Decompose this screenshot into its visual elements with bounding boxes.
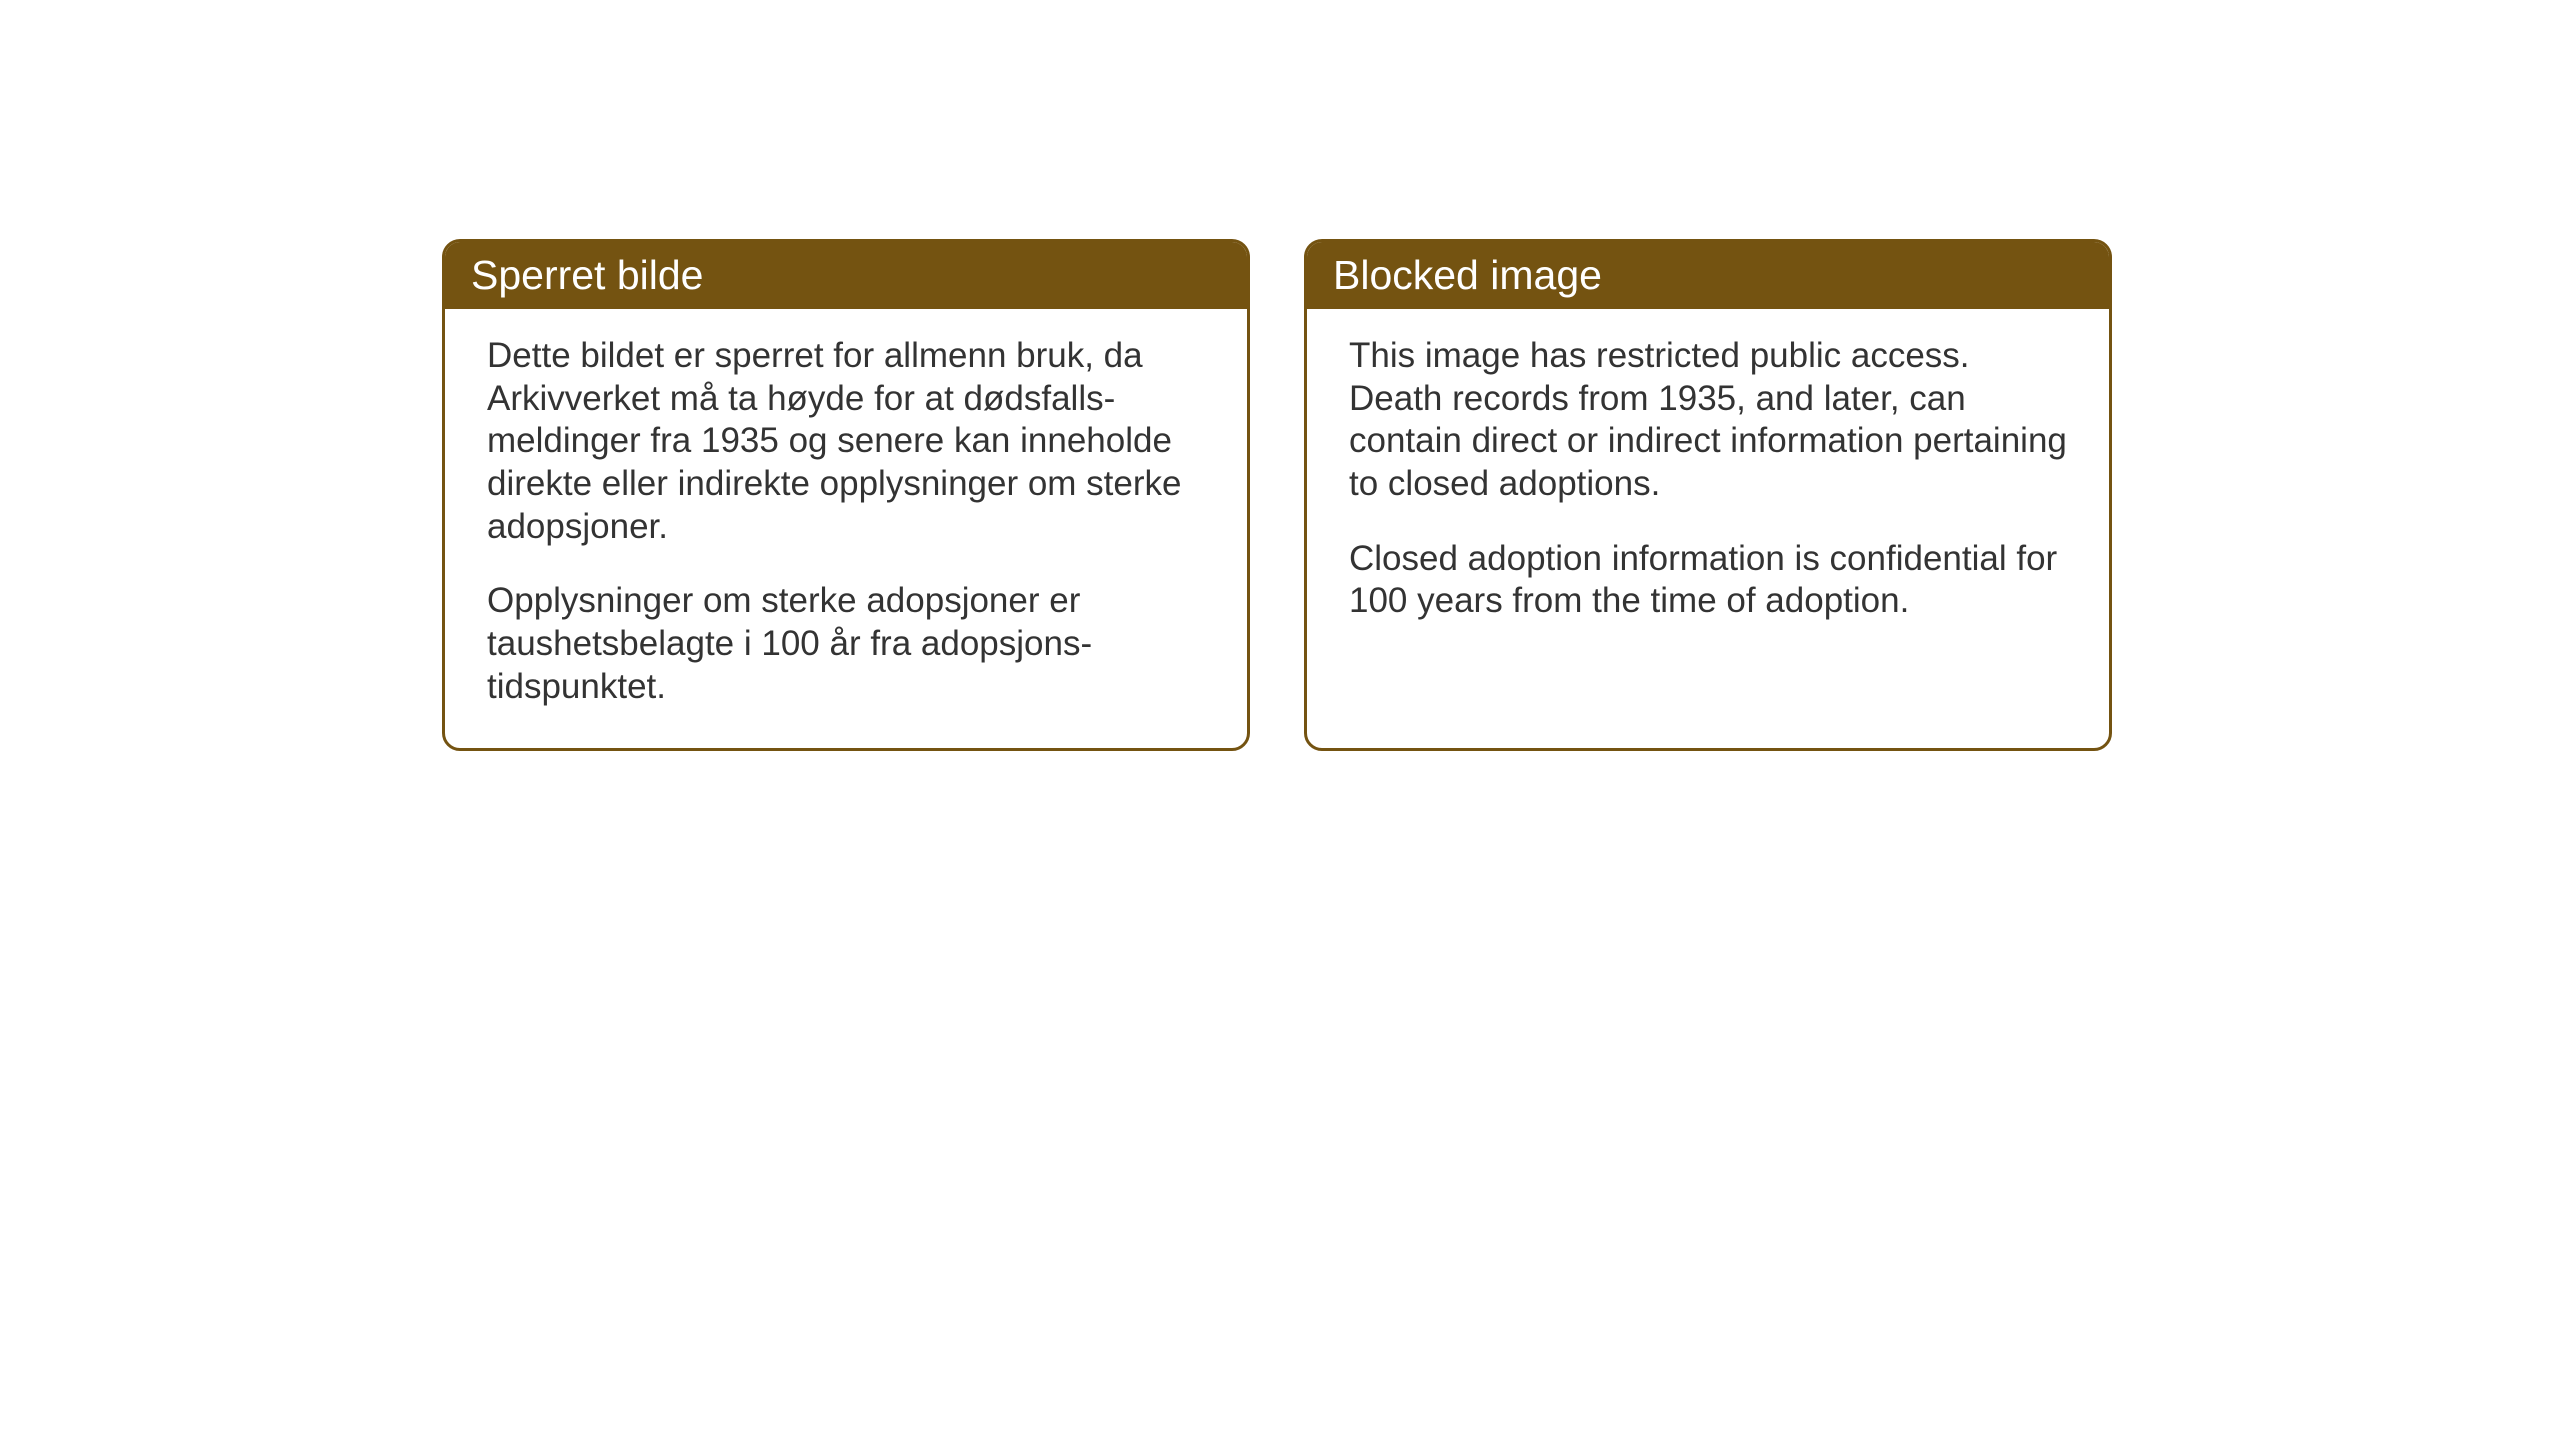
card-english-title: Blocked image xyxy=(1333,252,1602,298)
card-norwegian-paragraph-2: Opplysninger om sterke adopsjoner er tau… xyxy=(487,580,1205,708)
card-norwegian-body: Dette bildet er sperret for allmenn bruk… xyxy=(445,309,1247,745)
card-english: Blocked image This image has restricted … xyxy=(1304,239,2112,751)
card-english-paragraph-1: This image has restricted public access.… xyxy=(1349,335,2067,506)
card-english-header: Blocked image xyxy=(1307,242,2109,309)
card-norwegian-title: Sperret bilde xyxy=(471,252,703,298)
card-norwegian: Sperret bilde Dette bildet er sperret fo… xyxy=(442,239,1250,751)
card-english-body: This image has restricted public access.… xyxy=(1307,309,2109,659)
card-norwegian-header: Sperret bilde xyxy=(445,242,1247,309)
cards-container: Sperret bilde Dette bildet er sperret fo… xyxy=(0,0,2560,751)
card-english-paragraph-2: Closed adoption information is confident… xyxy=(1349,538,2067,623)
card-norwegian-paragraph-1: Dette bildet er sperret for allmenn bruk… xyxy=(487,335,1205,548)
